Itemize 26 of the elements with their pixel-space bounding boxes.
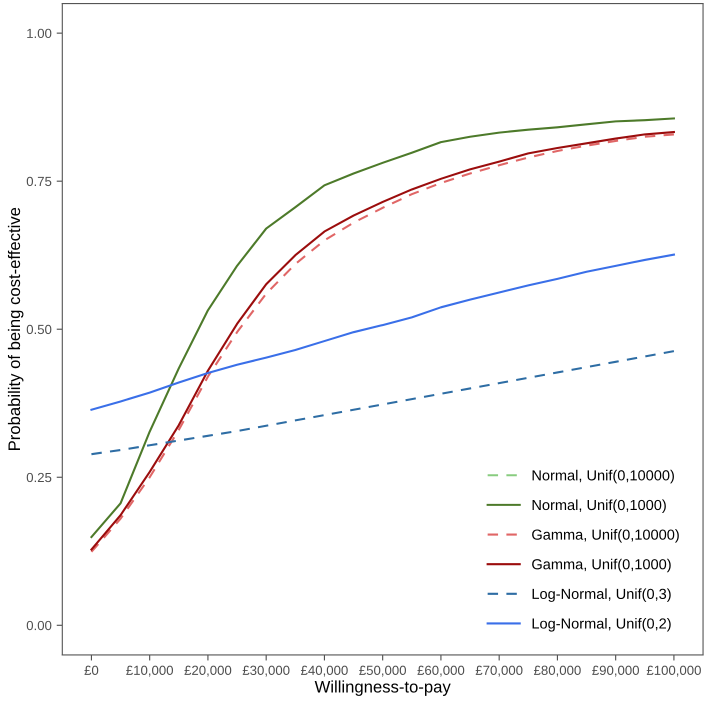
legend-label: Log-Normal, Unif(0,2) [532,618,671,632]
y-tick-label: 0.25 [26,472,52,482]
x-tick-label: £70,000 [476,666,523,677]
legend-label: Log-Normal, Unif(0,3) [532,588,671,602]
x-tick-label: £100,000 [646,666,701,677]
legend-label: Gamma, Unif(0,1000) [532,558,671,572]
x-tick-label: £90,000 [592,666,640,677]
y-tick-label: 0.00 [26,620,52,630]
x-tick-label: £60,000 [417,666,464,677]
x-tick-label: £0 [84,666,98,676]
x-axis-title: Willingness-to-pay [314,680,451,696]
line-series [90,350,675,456]
legend-label: Normal, Unif(0,1000) [532,499,666,514]
x-tick-label: £40,000 [300,666,348,677]
x-tick-label: £50,000 [359,666,406,677]
y-axis-title: Probability of being cost-effective [8,208,24,450]
x-tick-label: £80,000 [534,666,581,677]
x-tick-label: £20,000 [184,666,232,677]
y-tick-label: 1.00 [27,28,52,38]
x-tick-label: £30,000 [242,666,290,677]
y-tick-label: 0.50 [26,324,52,334]
line-series [90,254,675,411]
x-tick-label: £10,000 [126,666,174,677]
legend-label: Normal, Unif(0,10000) [532,470,674,484]
legend-label: Gamma, Unif(0,10000) [532,529,679,543]
y-tick-label: 0.75 [26,176,52,186]
